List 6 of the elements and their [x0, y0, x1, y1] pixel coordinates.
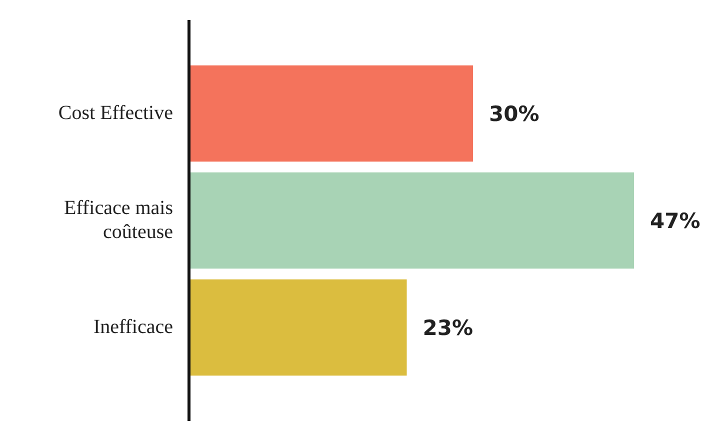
y-tick-label: Inefficace	[93, 316, 174, 338]
y-tick-label: Cost Effective	[58, 102, 174, 124]
data-label: 23%	[422, 316, 474, 340]
data-label: 47%	[650, 208, 700, 233]
data-label: 30%	[489, 102, 540, 126]
y-tick-label: Efficace mais coûteuse	[64, 196, 174, 243]
